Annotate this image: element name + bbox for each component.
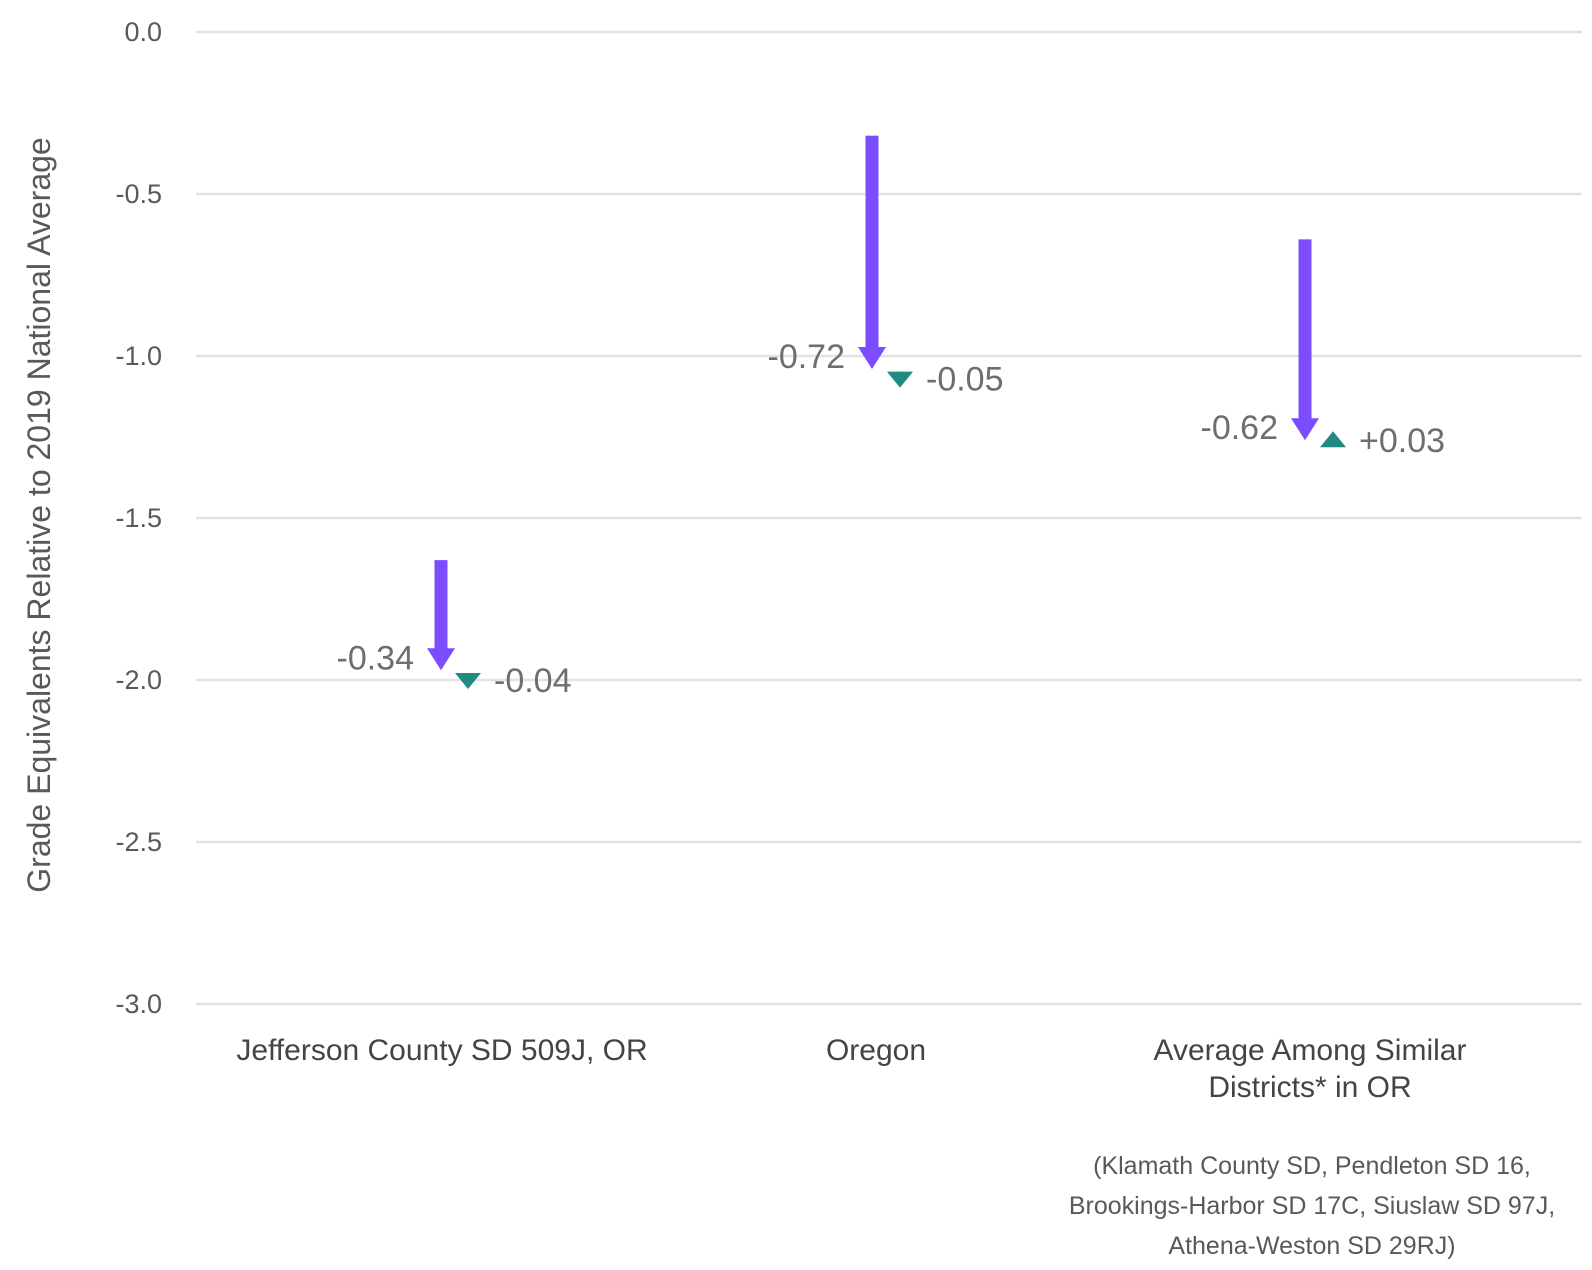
footnote-line: (Klamath County SD, Pendleton SD 16, (1093, 1152, 1531, 1180)
arrow-change-label: -0.34 (337, 639, 415, 677)
y-tick-label: -2.5 (115, 827, 162, 857)
change-arrow-head (858, 346, 886, 369)
y-axis-ticks: 0.0 -0.5 -1.0 -1.5 -2.0 -2.5 -3.0 (115, 17, 162, 1019)
change-arrow-head (427, 648, 455, 671)
y-tick-label: -1.0 (115, 341, 162, 371)
gridlines (196, 30, 1582, 1006)
category-label: Oregon (826, 1034, 926, 1067)
x-axis-categories: Jefferson County SD 509J, OR Oregon Averag… (236, 1034, 1466, 1104)
category-label: Average Among Similar (1154, 1034, 1467, 1067)
data-marks: -0.34 -0.04 -0.72 -0.05 -0.62 +0.03 (337, 135, 1445, 700)
marker-triangle (1320, 431, 1346, 448)
change-arrow-shaft (1298, 239, 1312, 420)
category-marks: -0.62 +0.03 (1201, 239, 1445, 460)
arrow-change-label: -0.62 (1201, 409, 1279, 447)
category-label: Districts* in OR (1208, 1071, 1411, 1104)
change-arrow-shaft (434, 560, 448, 650)
footnote-line: Athena-Weston SD 29RJ) (1168, 1232, 1455, 1260)
y-tick-label: -0.5 (115, 179, 162, 209)
marker-change-label: -0.04 (494, 662, 572, 700)
footnote: (Klamath County SD, Pendleton SD 16, Broo… (1069, 1152, 1555, 1260)
y-tick-label: -3.0 (115, 989, 162, 1019)
marker-change-label: +0.03 (1359, 422, 1445, 460)
arrow-change-label: -0.72 (768, 338, 846, 376)
change-arrow-shaft (865, 135, 879, 348)
y-axis-title: Grade Equivalents Relative to 2019 Natio… (21, 137, 57, 892)
y-tick-label: -2.0 (115, 665, 162, 695)
footnote-line: Brookings-Harbor SD 17C, Siuslaw SD 97J, (1069, 1192, 1555, 1220)
marker-triangle (887, 371, 913, 388)
category-marks: -0.72 -0.05 (768, 135, 1004, 399)
marker-change-label: -0.05 (926, 361, 1004, 399)
change-arrow-head (1291, 418, 1319, 441)
category-marks: -0.34 -0.04 (337, 560, 572, 700)
category-label: Jefferson County SD 509J, OR (236, 1034, 647, 1067)
y-tick-label: 0.0 (124, 17, 162, 47)
y-tick-label: -1.5 (115, 503, 162, 533)
marker-triangle (455, 673, 481, 689)
